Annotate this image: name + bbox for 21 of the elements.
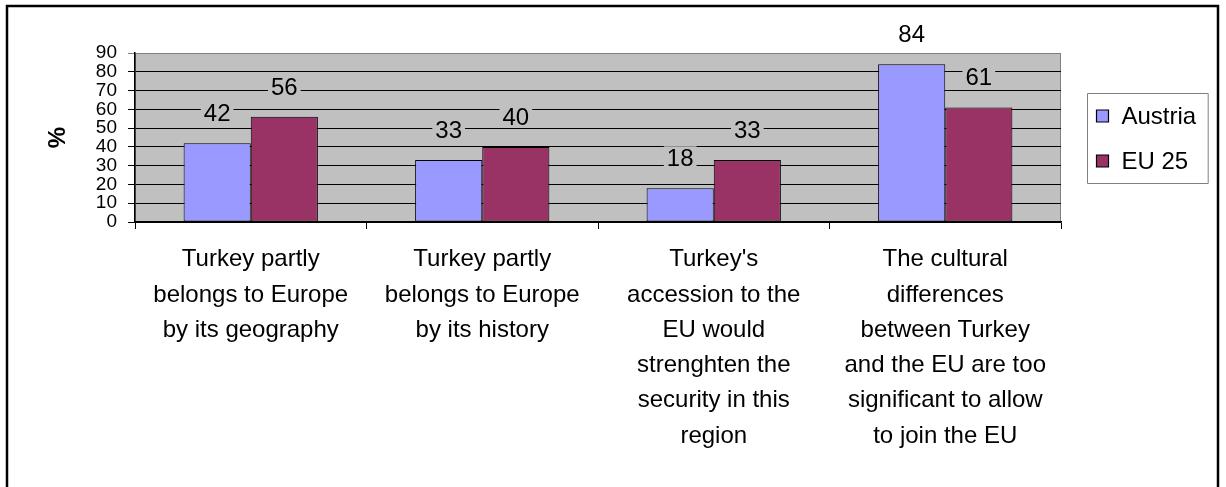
data-label: 42 (203, 99, 231, 127)
data-label: 18 (666, 144, 694, 172)
legend-label: EU 25 (1121, 146, 1189, 174)
data-label: 84 (898, 20, 926, 48)
data-label: 56 (270, 72, 298, 100)
x-tick-label: Turkey partly belongs to Europe by its geography (153, 244, 349, 342)
legend-label: Austria (1121, 101, 1197, 129)
x-tick-label: The cultural differences between Turkey and the EU are too significant to allow to join the EU (844, 244, 1046, 448)
y-tick-label: 20 (95, 172, 117, 194)
y-tick-label: 90 (95, 41, 117, 63)
data-label: 33 (733, 116, 761, 144)
y-tick-label: 60 (95, 97, 117, 119)
data-label: 40 (502, 102, 530, 130)
y-tick-label: 0 (106, 210, 117, 232)
y-tick-label: 50 (95, 116, 117, 138)
x-tick-label: Turkey's accession to the EU would strenghten the security in this region (627, 244, 801, 448)
data-label: 61 (965, 63, 993, 91)
x-tick-label: Turkey partly belongs to Europe by its history (384, 244, 580, 342)
y-axis-title: % (43, 126, 71, 149)
data-label: 33 (435, 116, 463, 144)
y-tick-label: 10 (95, 191, 117, 213)
